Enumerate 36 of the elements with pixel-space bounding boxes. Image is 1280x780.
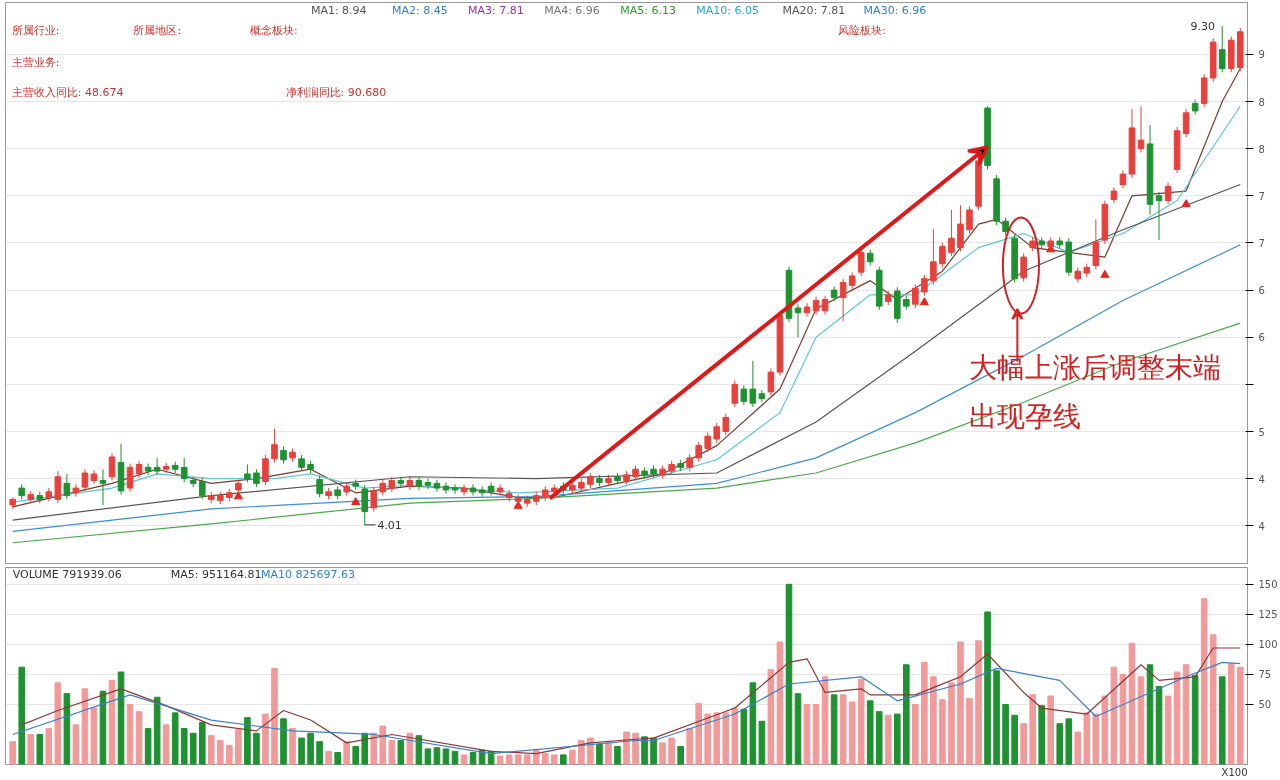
y-tick-label: 6: [1258, 332, 1265, 344]
annotation: 4.01: [377, 518, 402, 532]
annotation: 所属行业:: [11, 23, 60, 37]
y-tick-label: 7: [1258, 190, 1265, 202]
y-tick-label: 6: [1258, 285, 1265, 297]
annotation: MA20: 7.81: [782, 4, 846, 18]
annotation: 主营业务:: [11, 55, 60, 69]
annotation: 净利润同比: 90.680: [285, 86, 387, 100]
annotation: 所属地区:: [133, 23, 182, 37]
text: X100: [1221, 766, 1248, 778]
y-tick-label: 50: [1258, 699, 1272, 711]
annotation: MA5: 6.13: [620, 4, 676, 18]
y-tick-label: 150: [1258, 579, 1278, 591]
annotation: MA5: 951164.81: [170, 568, 262, 582]
annotation: VOLUME 791939.06: [12, 568, 122, 582]
annotation: MA30: 6.96: [863, 4, 927, 18]
y-tick-label: 75: [1258, 669, 1272, 681]
annotation: MA10 825697.63: [260, 568, 355, 582]
annotation: MA2: 8.45: [392, 4, 448, 18]
annotation: MA4: 6.96: [544, 4, 600, 18]
y-tick-label: 5: [1258, 426, 1265, 438]
annotation: 9.30: [1190, 20, 1216, 34]
annotation: 概念板块:: [250, 23, 298, 37]
y-tick-label: 9: [1258, 49, 1265, 61]
annotation: MA10: 6.05: [696, 4, 759, 18]
y-tick-label: 8: [1258, 96, 1265, 108]
y-tick-label: 8: [1258, 143, 1265, 155]
annotation: 风险板块:: [838, 23, 886, 37]
y-tick-label: 125: [1258, 609, 1278, 621]
y-tick-label: 4: [1258, 473, 1265, 485]
annotation: MA1: 8.94: [310, 4, 367, 18]
annotation: 主营收入同比: 48.674: [11, 86, 124, 100]
annotation: MA3: 7.81: [468, 4, 524, 18]
y-tick-label: 100: [1258, 639, 1278, 651]
y-tick-label: 4: [1258, 520, 1265, 532]
y-tick-label: 7: [1258, 237, 1265, 249]
